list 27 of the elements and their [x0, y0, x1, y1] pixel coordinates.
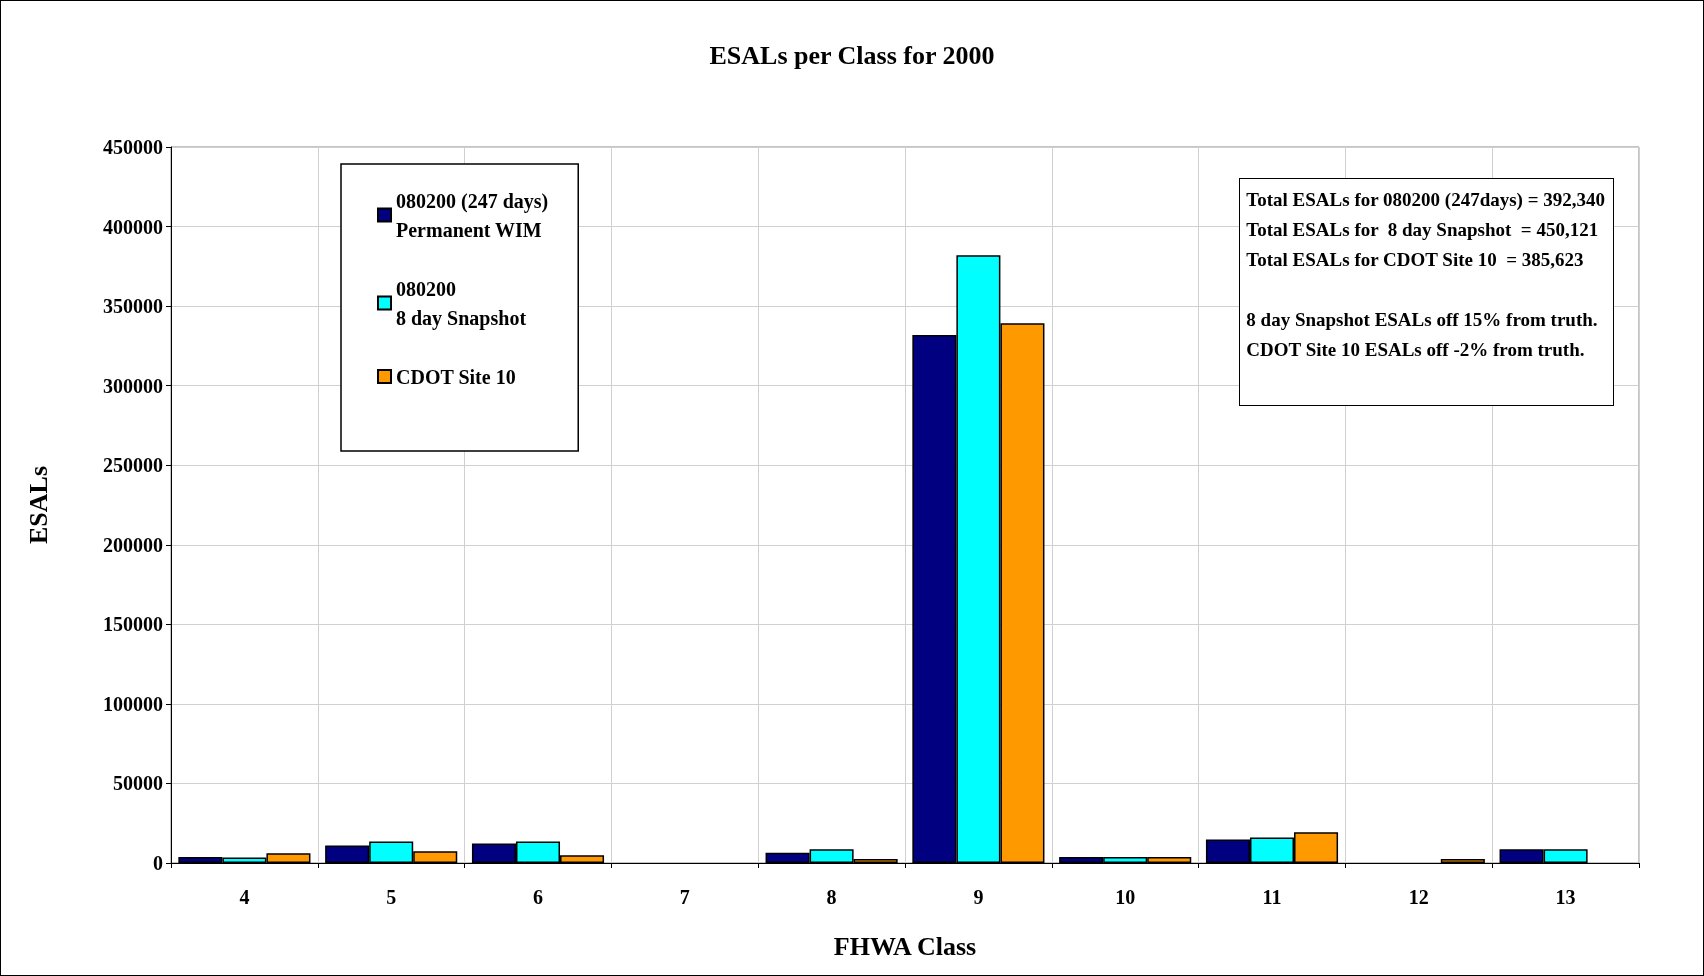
text-box: Total ESALs for 080200 (247days) = 392,340 Total ESALs for 8 day Snapshot = 450,121 Total ESALs for CDOT Site 10 = 385,623 8 day Snapshot ESALs off 15% from truth. CDOT Site 10 ESALs off -2% from truth. — [1239, 178, 1614, 406]
y-axis-title: ESALs — [23, 465, 53, 545]
x-tick-label: 8 — [826, 886, 837, 908]
legend-label: CDOT Site 10 — [396, 365, 516, 388]
y-tick-label: 300000 — [103, 374, 163, 397]
y-tick-label: 50000 — [113, 772, 163, 795]
x-tick-label: 7 — [679, 886, 690, 908]
y-tick-label: 250000 — [103, 454, 163, 477]
y-tick-label: 450000 — [103, 136, 163, 158]
y-tick-label: 0 — [153, 852, 163, 874]
x-tick-label: 10 — [1115, 886, 1136, 908]
x-tick-label: 4 — [239, 886, 250, 908]
x-tick-label: 12 — [1408, 886, 1429, 908]
x-tick-label: 13 — [1555, 886, 1576, 908]
x-axis-title: FHWA Class — [833, 931, 977, 961]
x-tick-label: 11 — [1262, 886, 1282, 908]
y-tick-label: 200000 — [103, 533, 163, 556]
chart-title: ESALs per Class for 2000 — [709, 40, 995, 70]
y-tick-label: 350000 — [103, 295, 163, 318]
y-tick-label: 400000 — [103, 215, 163, 238]
x-tick-label: 9 — [973, 886, 984, 908]
legend-label: 080200 8 day Snapshot — [396, 277, 527, 330]
legend-label: 080200 (247 days) Permanent WIM — [396, 189, 549, 241]
y-tick-label: 100000 — [103, 692, 163, 715]
y-tick-label: 150000 — [103, 613, 163, 636]
x-tick-label: 5 — [386, 886, 397, 908]
x-tick-label: 6 — [533, 886, 543, 908]
